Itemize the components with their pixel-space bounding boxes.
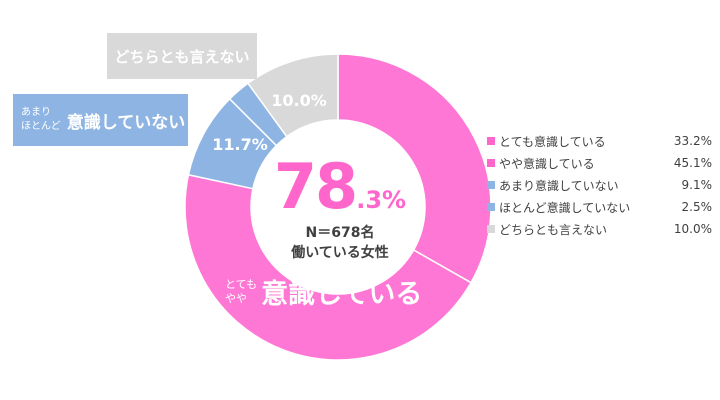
legend-value: 45.1% bbox=[673, 156, 712, 170]
center-pct-dec: .3% bbox=[356, 186, 407, 214]
aware-small-2: やや bbox=[225, 291, 247, 305]
neutral-pct-label: 10.0% bbox=[271, 91, 327, 110]
legend-label: あまり意識していない bbox=[499, 178, 619, 193]
donut-slice bbox=[337, 53, 492, 284]
legend-item: どちらとも言えない 10.0% bbox=[487, 218, 712, 240]
not-aware-small-1: あまり bbox=[21, 107, 51, 118]
donut-slice bbox=[184, 173, 473, 361]
legend-value: 9.1% bbox=[681, 178, 713, 192]
neutral-callout-text: どちらとも言えない bbox=[114, 47, 250, 66]
neutral-callout: どちらとも言えない bbox=[107, 33, 257, 79]
legend-item: やや意識している 45.1% bbox=[487, 152, 712, 174]
not-aware-callout: あまり ほとんど 意識していない bbox=[13, 94, 188, 146]
legend-value: 10.0% bbox=[673, 222, 712, 236]
legend-label: やや意識している bbox=[499, 156, 595, 171]
center-pct-int: 78 bbox=[273, 150, 358, 223]
not-aware-small-2: ほとんど bbox=[21, 121, 61, 132]
aware-small-1: とても bbox=[225, 277, 258, 291]
donut-slice bbox=[246, 53, 339, 138]
legend-swatch bbox=[487, 137, 495, 145]
center-percentage: 78.3% bbox=[250, 150, 430, 223]
center-sample: N＝678名 bbox=[305, 225, 375, 241]
aware-small-labels: とても やや bbox=[225, 278, 257, 306]
legend-label: とても意識している bbox=[499, 134, 606, 149]
legend-label: ほとんど意識していない bbox=[499, 200, 631, 215]
legend-value: 33.2% bbox=[673, 134, 712, 148]
center-population: 働いている女性 bbox=[291, 245, 389, 261]
legend-swatch bbox=[487, 203, 495, 211]
legend-value: 2.5% bbox=[681, 200, 713, 214]
legend-item: ほとんど意識していない 2.5% bbox=[487, 196, 712, 218]
legend-swatch bbox=[487, 181, 495, 189]
not-aware-small-labels: あまり ほとんど bbox=[21, 106, 61, 134]
legend: とても意識している 33.2% やや意識している 45.1% あまり意識していな… bbox=[487, 130, 712, 240]
legend-swatch bbox=[487, 225, 495, 233]
legend-item: あまり意識していない 9.1% bbox=[487, 174, 712, 196]
aware-big-label: 意識している bbox=[261, 279, 423, 310]
not-aware-big-label: 意識していない bbox=[66, 112, 186, 133]
legend-item: とても意識している 33.2% bbox=[487, 130, 712, 152]
not-aware-pct-label: 11.7% bbox=[212, 135, 268, 154]
aware-label: とても やや 意識している bbox=[225, 272, 422, 311]
legend-swatch bbox=[487, 159, 495, 167]
legend-label: どちらとも言えない bbox=[499, 222, 608, 237]
